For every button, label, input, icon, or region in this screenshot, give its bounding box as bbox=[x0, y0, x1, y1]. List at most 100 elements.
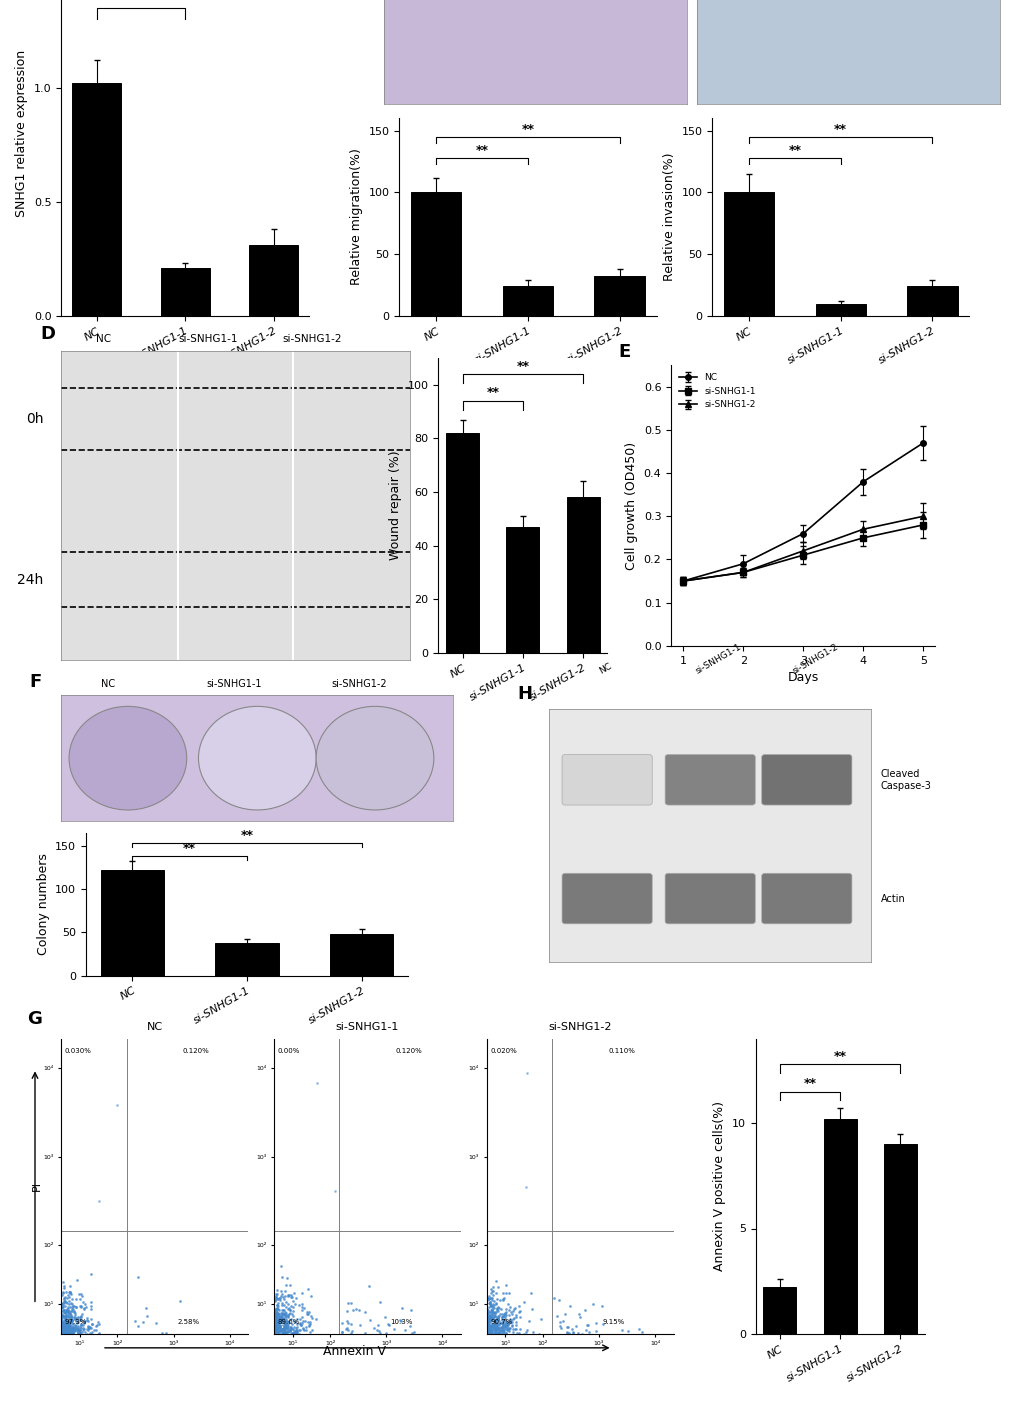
Point bbox=[274, 1303, 290, 1325]
Point bbox=[58, 1318, 74, 1341]
Point bbox=[58, 1321, 74, 1344]
Point bbox=[271, 1289, 287, 1311]
Point bbox=[479, 1287, 495, 1310]
Point bbox=[279, 1304, 296, 1327]
Point bbox=[54, 1310, 70, 1332]
Point bbox=[401, 1314, 418, 1337]
Point bbox=[59, 1318, 75, 1341]
Point bbox=[266, 1317, 282, 1339]
Point bbox=[59, 1317, 75, 1339]
Point bbox=[271, 1307, 287, 1330]
Point bbox=[59, 1300, 75, 1323]
Point bbox=[333, 1321, 350, 1344]
Point bbox=[83, 1323, 99, 1345]
Point bbox=[489, 1317, 505, 1339]
Point bbox=[525, 1321, 541, 1344]
Point bbox=[84, 1313, 100, 1335]
Point bbox=[481, 1292, 497, 1314]
Point bbox=[560, 1323, 577, 1345]
Point bbox=[278, 1316, 294, 1338]
Point bbox=[406, 1321, 422, 1344]
Point bbox=[58, 1317, 74, 1339]
Point bbox=[59, 1314, 75, 1337]
Point bbox=[271, 1320, 287, 1342]
Point bbox=[64, 1293, 81, 1316]
Point bbox=[481, 1318, 497, 1341]
Point bbox=[271, 1306, 287, 1328]
Point bbox=[56, 1314, 72, 1337]
Point bbox=[481, 1320, 497, 1342]
Point bbox=[75, 1297, 92, 1320]
Point bbox=[294, 1310, 311, 1332]
Point bbox=[479, 1306, 495, 1328]
Point bbox=[56, 1300, 72, 1323]
Point bbox=[60, 1311, 76, 1334]
Point bbox=[57, 1321, 73, 1344]
Point bbox=[480, 1320, 496, 1342]
Point bbox=[517, 1177, 533, 1199]
Point bbox=[490, 1304, 506, 1327]
Point bbox=[91, 1191, 107, 1213]
Point bbox=[479, 1310, 495, 1332]
Point bbox=[486, 1303, 502, 1325]
Point bbox=[300, 1303, 316, 1325]
Point bbox=[269, 1318, 285, 1341]
Point bbox=[480, 1311, 496, 1334]
Point bbox=[484, 1302, 500, 1324]
Point bbox=[55, 1311, 71, 1334]
Point bbox=[60, 1318, 76, 1341]
Point bbox=[588, 1320, 604, 1342]
Point bbox=[485, 1290, 501, 1313]
Point bbox=[91, 1323, 107, 1345]
Point bbox=[135, 1311, 151, 1334]
Point bbox=[481, 1318, 497, 1341]
Point bbox=[268, 1316, 284, 1338]
Point bbox=[487, 1316, 503, 1338]
Point bbox=[494, 1318, 511, 1341]
Point bbox=[56, 1287, 72, 1310]
Point bbox=[484, 1285, 500, 1307]
Point bbox=[59, 1320, 75, 1342]
Point bbox=[396, 1320, 413, 1342]
Point bbox=[268, 1310, 284, 1332]
Point bbox=[283, 1317, 300, 1339]
Point bbox=[504, 1300, 521, 1323]
Point bbox=[267, 1306, 283, 1328]
Point bbox=[278, 1316, 294, 1338]
Point bbox=[502, 1309, 519, 1331]
Point bbox=[620, 1320, 636, 1342]
Point bbox=[481, 1321, 497, 1344]
Point bbox=[154, 1321, 170, 1344]
Point bbox=[490, 1321, 506, 1344]
Point bbox=[61, 1317, 77, 1339]
Point bbox=[480, 1316, 496, 1338]
Point bbox=[57, 1300, 73, 1323]
Point bbox=[486, 1313, 502, 1335]
Point bbox=[494, 1289, 511, 1311]
Point bbox=[60, 1310, 76, 1332]
Point bbox=[340, 1318, 357, 1341]
Point bbox=[270, 1314, 286, 1337]
Point bbox=[70, 1316, 87, 1338]
Point bbox=[56, 1304, 72, 1327]
Point bbox=[487, 1311, 503, 1334]
Point bbox=[277, 1323, 293, 1345]
Point bbox=[481, 1293, 497, 1316]
Point bbox=[482, 1309, 498, 1331]
Point bbox=[266, 1313, 282, 1335]
Point bbox=[69, 1317, 86, 1339]
Point bbox=[56, 1290, 72, 1313]
Point bbox=[487, 1293, 503, 1316]
Point bbox=[479, 1302, 495, 1324]
Point bbox=[53, 1310, 69, 1332]
Point bbox=[497, 1311, 514, 1334]
Point bbox=[55, 1321, 71, 1344]
Point bbox=[57, 1309, 73, 1331]
Point bbox=[267, 1300, 283, 1323]
Point bbox=[486, 1317, 502, 1339]
Point bbox=[291, 1318, 308, 1341]
Point bbox=[278, 1321, 294, 1344]
Point bbox=[129, 1265, 146, 1287]
Point bbox=[507, 1314, 524, 1337]
Point bbox=[58, 1292, 74, 1314]
